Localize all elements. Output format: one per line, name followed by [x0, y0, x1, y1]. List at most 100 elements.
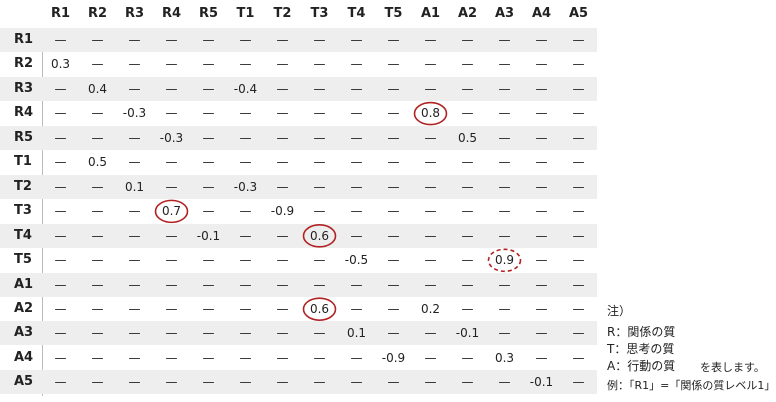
cell: 0.1 [346, 326, 367, 341]
cell: — [387, 375, 400, 390]
table-row: R3 — 0.4 — — — -0.4 — — — — — — — — — [0, 76, 597, 101]
cell: — [54, 375, 67, 390]
cell: — [572, 33, 585, 47]
cell: — [276, 130, 289, 145]
cell: — [350, 375, 363, 390]
cell: — [313, 326, 326, 341]
row-header: R3 [14, 80, 34, 96]
cell: — [165, 155, 178, 170]
column-header: R2 [87, 6, 108, 21]
cell: — [91, 326, 104, 341]
cell: — [128, 253, 141, 268]
cell: — [91, 277, 104, 292]
cell: — [165, 179, 178, 194]
row-header: A1 [14, 276, 34, 292]
table-row: R5 — — — -0.3 — — — — — — — 0.5 — — — [0, 125, 597, 150]
cell: — [498, 179, 511, 194]
cell: — [54, 228, 67, 243]
cell: — [572, 155, 585, 170]
cell: — [54, 130, 67, 145]
cell: — [498, 228, 511, 243]
cell: — [350, 350, 363, 365]
cell: — [239, 350, 252, 365]
cell: — [535, 130, 548, 145]
cell: — [424, 326, 437, 341]
cell: — [572, 228, 585, 243]
cell: — [165, 326, 178, 341]
cell: — [239, 326, 252, 341]
cell: — [572, 81, 585, 96]
cell: — [350, 155, 363, 170]
cell: — [276, 301, 289, 316]
cell: — [239, 33, 252, 47]
cell: — [498, 57, 511, 72]
cell: — [313, 375, 326, 390]
cell: — [202, 33, 215, 47]
cell: — [91, 301, 104, 316]
cell: — [91, 375, 104, 390]
cell: — [387, 106, 400, 121]
cell: — [461, 375, 474, 390]
cell: — [276, 350, 289, 365]
cell: — [239, 301, 252, 316]
cell: — [313, 204, 326, 219]
cell: — [572, 253, 585, 268]
cell: -0.1 [455, 326, 480, 341]
cell: — [202, 204, 215, 219]
cell: — [535, 33, 548, 47]
cell: — [128, 326, 141, 341]
cell: — [91, 204, 104, 219]
cell: — [461, 106, 474, 121]
cell: -0.1 [529, 375, 554, 390]
cell: — [424, 155, 437, 170]
cell: — [165, 375, 178, 390]
cell: — [165, 33, 178, 47]
cell: — [535, 350, 548, 365]
cell: — [424, 277, 437, 292]
cell: — [498, 301, 511, 316]
cell: — [350, 301, 363, 316]
cell: — [387, 253, 400, 268]
row-header: T3 [14, 203, 32, 219]
cell: — [498, 81, 511, 96]
cell: — [424, 57, 437, 72]
cell: — [276, 326, 289, 341]
cell: — [498, 106, 511, 121]
cell: — [350, 33, 363, 47]
cell: — [54, 326, 67, 341]
column-header: T1 [236, 6, 255, 21]
cell: — [165, 253, 178, 268]
cell: — [165, 301, 178, 316]
cell: — [276, 106, 289, 121]
cell: — [202, 301, 215, 316]
cell: — [535, 204, 548, 219]
cell: — [498, 155, 511, 170]
column-header: T3 [310, 6, 329, 21]
cell: 0.9 [494, 253, 515, 268]
cell: — [461, 350, 474, 365]
note-example: 例：「R1」=「関係の質レベル1」 [607, 379, 776, 392]
cell: — [239, 57, 252, 72]
cell: 0.3 [494, 350, 515, 365]
cell: — [572, 350, 585, 365]
cell: — [54, 277, 67, 292]
column-header: A2 [457, 6, 478, 21]
cell: — [461, 228, 474, 243]
note-line: A：行動の質 [607, 359, 676, 373]
cell: — [424, 81, 437, 96]
cell: — [387, 57, 400, 72]
table-row: R4 — — -0.3 — — — — — — — 0.8 — — — — [0, 101, 597, 125]
cell: 0.8 [420, 106, 441, 121]
cell: — [572, 106, 585, 121]
cell: — [313, 350, 326, 365]
cell: — [424, 179, 437, 194]
cell: — [202, 179, 215, 194]
cell: — [387, 301, 400, 316]
row-header: R4 [14, 105, 34, 121]
cell: — [128, 277, 141, 292]
row-header: T4 [14, 227, 32, 243]
cell: — [387, 81, 400, 96]
cell: — [387, 130, 400, 145]
row-header: A3 [14, 325, 34, 341]
cell: — [572, 204, 585, 219]
